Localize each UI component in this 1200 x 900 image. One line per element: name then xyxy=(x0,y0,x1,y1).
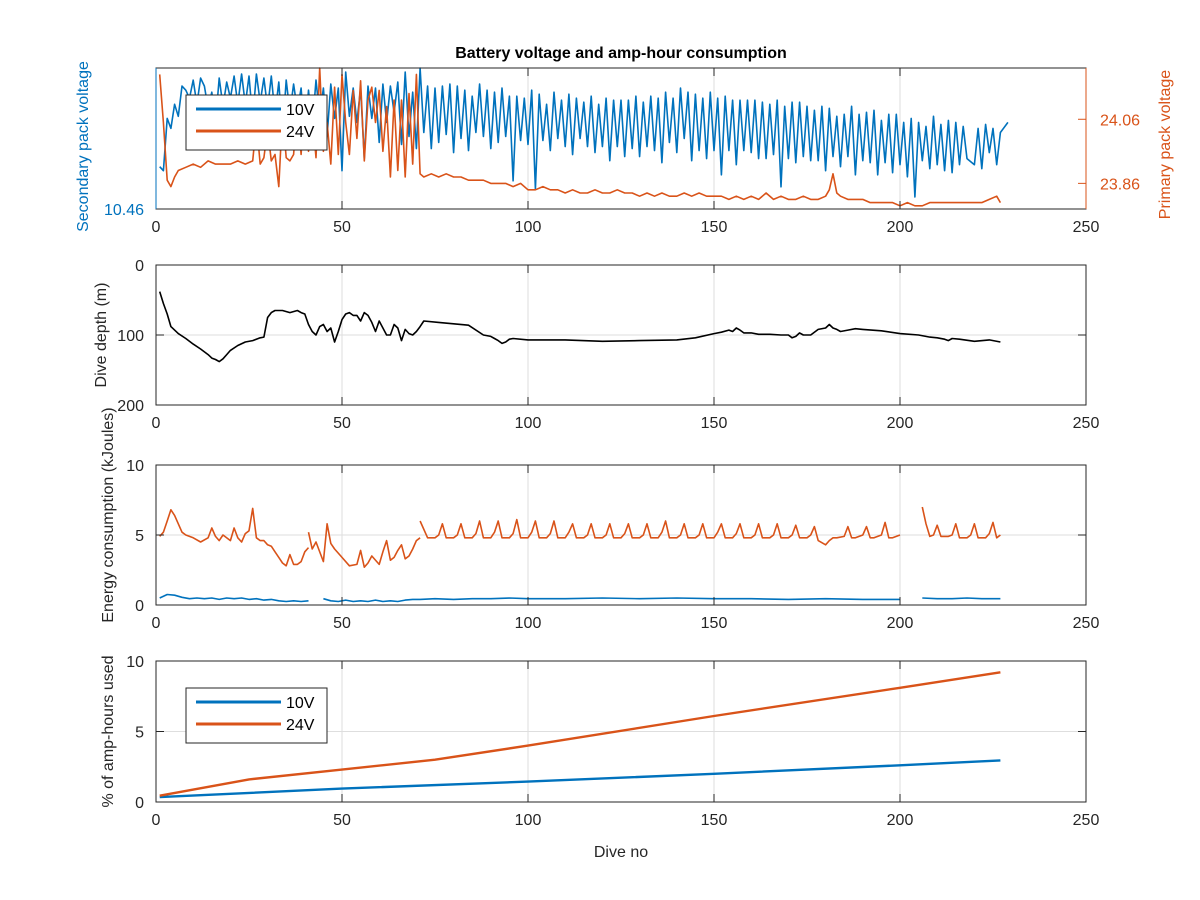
series-segment-2 xyxy=(159,593,309,603)
legend-label: 10V xyxy=(286,695,315,712)
y-axis-label-left: Secondary pack voltage xyxy=(75,61,92,232)
y-tick-label-left: 10.46 xyxy=(104,202,144,219)
series-line-1 xyxy=(158,291,1001,363)
y-axis-label-right: Primary pack voltage xyxy=(1157,70,1174,219)
x-tick-label: 100 xyxy=(515,615,542,632)
series-segment-1 xyxy=(419,518,901,546)
x-tick-label: 200 xyxy=(887,615,914,632)
y-tick-label: 10 xyxy=(126,458,144,475)
x-tick-label: 100 xyxy=(515,415,542,432)
y-tick-label-right: 24.06 xyxy=(1100,112,1140,129)
x-tick-label: 50 xyxy=(333,812,351,829)
x-tick-label: 250 xyxy=(1073,615,1100,632)
chart-title: Battery voltage and amp-hour consumption xyxy=(455,45,787,62)
y-tick-label: 0 xyxy=(135,258,144,275)
series-segment-2 xyxy=(323,597,900,603)
y-tick-label: 5 xyxy=(135,528,144,545)
x-tick-label: 150 xyxy=(701,812,728,829)
series-line-24V xyxy=(159,671,1001,797)
x-tick-label: 100 xyxy=(515,812,542,829)
x-axis-label: Dive no xyxy=(594,844,648,861)
x-tick-label: 200 xyxy=(887,812,914,829)
x-tick-label: 100 xyxy=(515,219,542,236)
y-tick-label: 10 xyxy=(126,654,144,671)
series-segment-1 xyxy=(159,507,310,567)
series-segment-1 xyxy=(921,506,1001,539)
legend-box xyxy=(185,687,328,744)
legend-label: 10V xyxy=(286,102,315,119)
x-tick-label: 200 xyxy=(887,219,914,236)
y-tick-label: 5 xyxy=(135,725,144,742)
x-tick-label: 50 xyxy=(333,615,351,632)
y-axis-label: Energy consumption (kJoules) xyxy=(100,407,117,622)
subplot-3: 0 50 100 150 200 250 0 5 10 Energy consumption (k… xyxy=(100,407,1099,632)
series-segment-2 xyxy=(922,597,1001,600)
subplot-1: 0 50 100 150 200 250 10.46 23.86 24.06 Secondary … xyxy=(75,45,1174,236)
x-tick-label: 250 xyxy=(1073,812,1100,829)
y-tick-label: 200 xyxy=(117,398,144,415)
legend-label: 24V xyxy=(286,124,315,141)
x-tick-label: 0 xyxy=(152,219,161,236)
x-tick-label: 50 xyxy=(333,415,351,432)
subplot-4: 0 50 100 150 200 250 0 5 10 % of amp-hours used Di… xyxy=(100,654,1099,861)
legend-label: 24V xyxy=(286,717,315,734)
y-tick-label: 0 xyxy=(135,795,144,812)
x-tick-label: 0 xyxy=(152,415,161,432)
x-tick-label: 150 xyxy=(701,415,728,432)
x-tick-label: 150 xyxy=(701,219,728,236)
y-axis-label: % of amp-hours used xyxy=(100,655,117,807)
y-tick-label: 0 xyxy=(135,598,144,615)
x-tick-label: 150 xyxy=(701,615,728,632)
x-tick-label: 0 xyxy=(152,812,161,829)
legend-box xyxy=(185,94,328,151)
x-tick-label: 250 xyxy=(1073,415,1100,432)
y-axis-label: Dive depth (m) xyxy=(93,283,110,388)
y-tick-label-right: 23.86 xyxy=(1100,176,1140,193)
x-tick-label: 250 xyxy=(1073,219,1100,236)
x-tick-label: 200 xyxy=(887,415,914,432)
y-tick-label: 100 xyxy=(117,328,144,345)
x-tick-label: 50 xyxy=(333,219,351,236)
series-segment-1 xyxy=(307,523,421,568)
subplot-2: 0 50 100 150 200 250 0 100 200 Dive depth (m) xyxy=(93,258,1099,432)
x-tick-label: 0 xyxy=(152,615,161,632)
series-line-10V xyxy=(159,759,1001,799)
